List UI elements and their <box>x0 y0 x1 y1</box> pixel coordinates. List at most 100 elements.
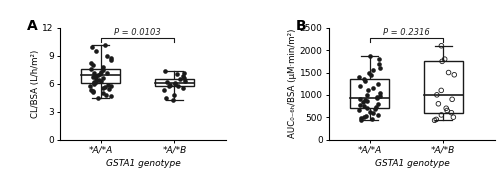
Point <box>369 111 377 114</box>
Point <box>356 84 364 87</box>
Point <box>104 88 112 91</box>
Point <box>361 80 369 83</box>
Point <box>430 119 438 122</box>
Point <box>104 83 112 86</box>
Point <box>90 80 98 83</box>
Point <box>437 89 445 92</box>
Point <box>366 110 374 113</box>
Text: A: A <box>27 19 38 33</box>
Point <box>88 45 96 48</box>
Point <box>356 98 364 101</box>
Point <box>363 93 371 96</box>
Point <box>107 56 115 59</box>
Point <box>440 58 448 61</box>
Point <box>95 78 103 81</box>
Point <box>169 99 177 102</box>
Point <box>90 71 98 74</box>
Point <box>92 80 100 83</box>
Point <box>354 76 362 78</box>
Point <box>360 101 368 104</box>
Point <box>360 116 368 119</box>
Point <box>376 91 384 94</box>
Point <box>358 117 366 120</box>
Point <box>432 118 440 121</box>
Point <box>180 77 188 80</box>
Point <box>176 78 184 81</box>
Point <box>433 93 441 96</box>
Point <box>372 105 380 108</box>
Point <box>374 113 382 116</box>
Point <box>172 73 180 76</box>
Point <box>94 96 102 99</box>
Point <box>89 90 97 93</box>
Point <box>179 75 187 78</box>
Point <box>162 69 170 72</box>
Point <box>160 89 168 92</box>
Point <box>171 82 179 85</box>
Text: P = 0.0103: P = 0.0103 <box>114 28 161 37</box>
Point <box>181 79 189 82</box>
Point <box>103 72 111 75</box>
Point <box>174 84 182 87</box>
Point <box>363 107 371 110</box>
Point <box>92 75 100 78</box>
Point <box>100 43 108 46</box>
Point <box>374 58 382 61</box>
Point <box>87 62 95 65</box>
Point <box>364 89 372 92</box>
Point <box>90 64 98 67</box>
Point <box>180 71 188 74</box>
Point <box>370 87 378 90</box>
Point <box>443 109 451 112</box>
Point <box>444 71 452 74</box>
Point <box>89 91 97 94</box>
Point <box>434 102 442 105</box>
Point <box>360 78 368 81</box>
Point <box>376 94 384 97</box>
Text: B: B <box>296 19 306 33</box>
Point <box>368 69 376 72</box>
Point <box>450 116 458 119</box>
Point <box>355 109 363 112</box>
Point <box>448 111 456 114</box>
Point <box>172 81 179 84</box>
Point <box>101 86 109 89</box>
Point <box>86 85 94 88</box>
Point <box>356 103 364 106</box>
Point <box>99 92 107 94</box>
Point <box>92 78 100 81</box>
Point <box>92 50 100 53</box>
X-axis label: GSTA1 genotype: GSTA1 genotype <box>106 159 180 168</box>
Point <box>373 97 381 100</box>
Point <box>90 82 98 85</box>
Point <box>90 81 98 84</box>
Point <box>97 70 105 73</box>
Point <box>99 77 107 80</box>
Point <box>442 107 450 110</box>
Point <box>96 73 104 76</box>
Point <box>366 54 374 57</box>
Point <box>180 87 188 90</box>
Bar <box>155 79 194 86</box>
Bar <box>82 69 120 83</box>
Y-axis label: CL/BSA (L/h/m²): CL/BSA (L/h/m²) <box>30 50 40 118</box>
Point <box>86 67 94 70</box>
Point <box>94 74 102 77</box>
Point <box>374 96 382 99</box>
Point <box>170 93 178 96</box>
Point <box>448 98 456 101</box>
Point <box>106 59 114 62</box>
Bar <box>424 61 463 113</box>
Point <box>88 76 96 79</box>
Point <box>165 85 173 88</box>
Point <box>368 118 376 121</box>
Point <box>97 79 105 82</box>
Point <box>99 65 107 68</box>
Point <box>374 82 382 85</box>
Point <box>374 62 382 65</box>
Point <box>438 60 446 63</box>
Point <box>370 108 378 111</box>
Point <box>99 87 107 90</box>
Y-axis label: AUC₀₋₆ₕ/BSA (μM·min/m²): AUC₀₋₆ₕ/BSA (μM·min/m²) <box>288 29 297 138</box>
Point <box>162 96 170 99</box>
